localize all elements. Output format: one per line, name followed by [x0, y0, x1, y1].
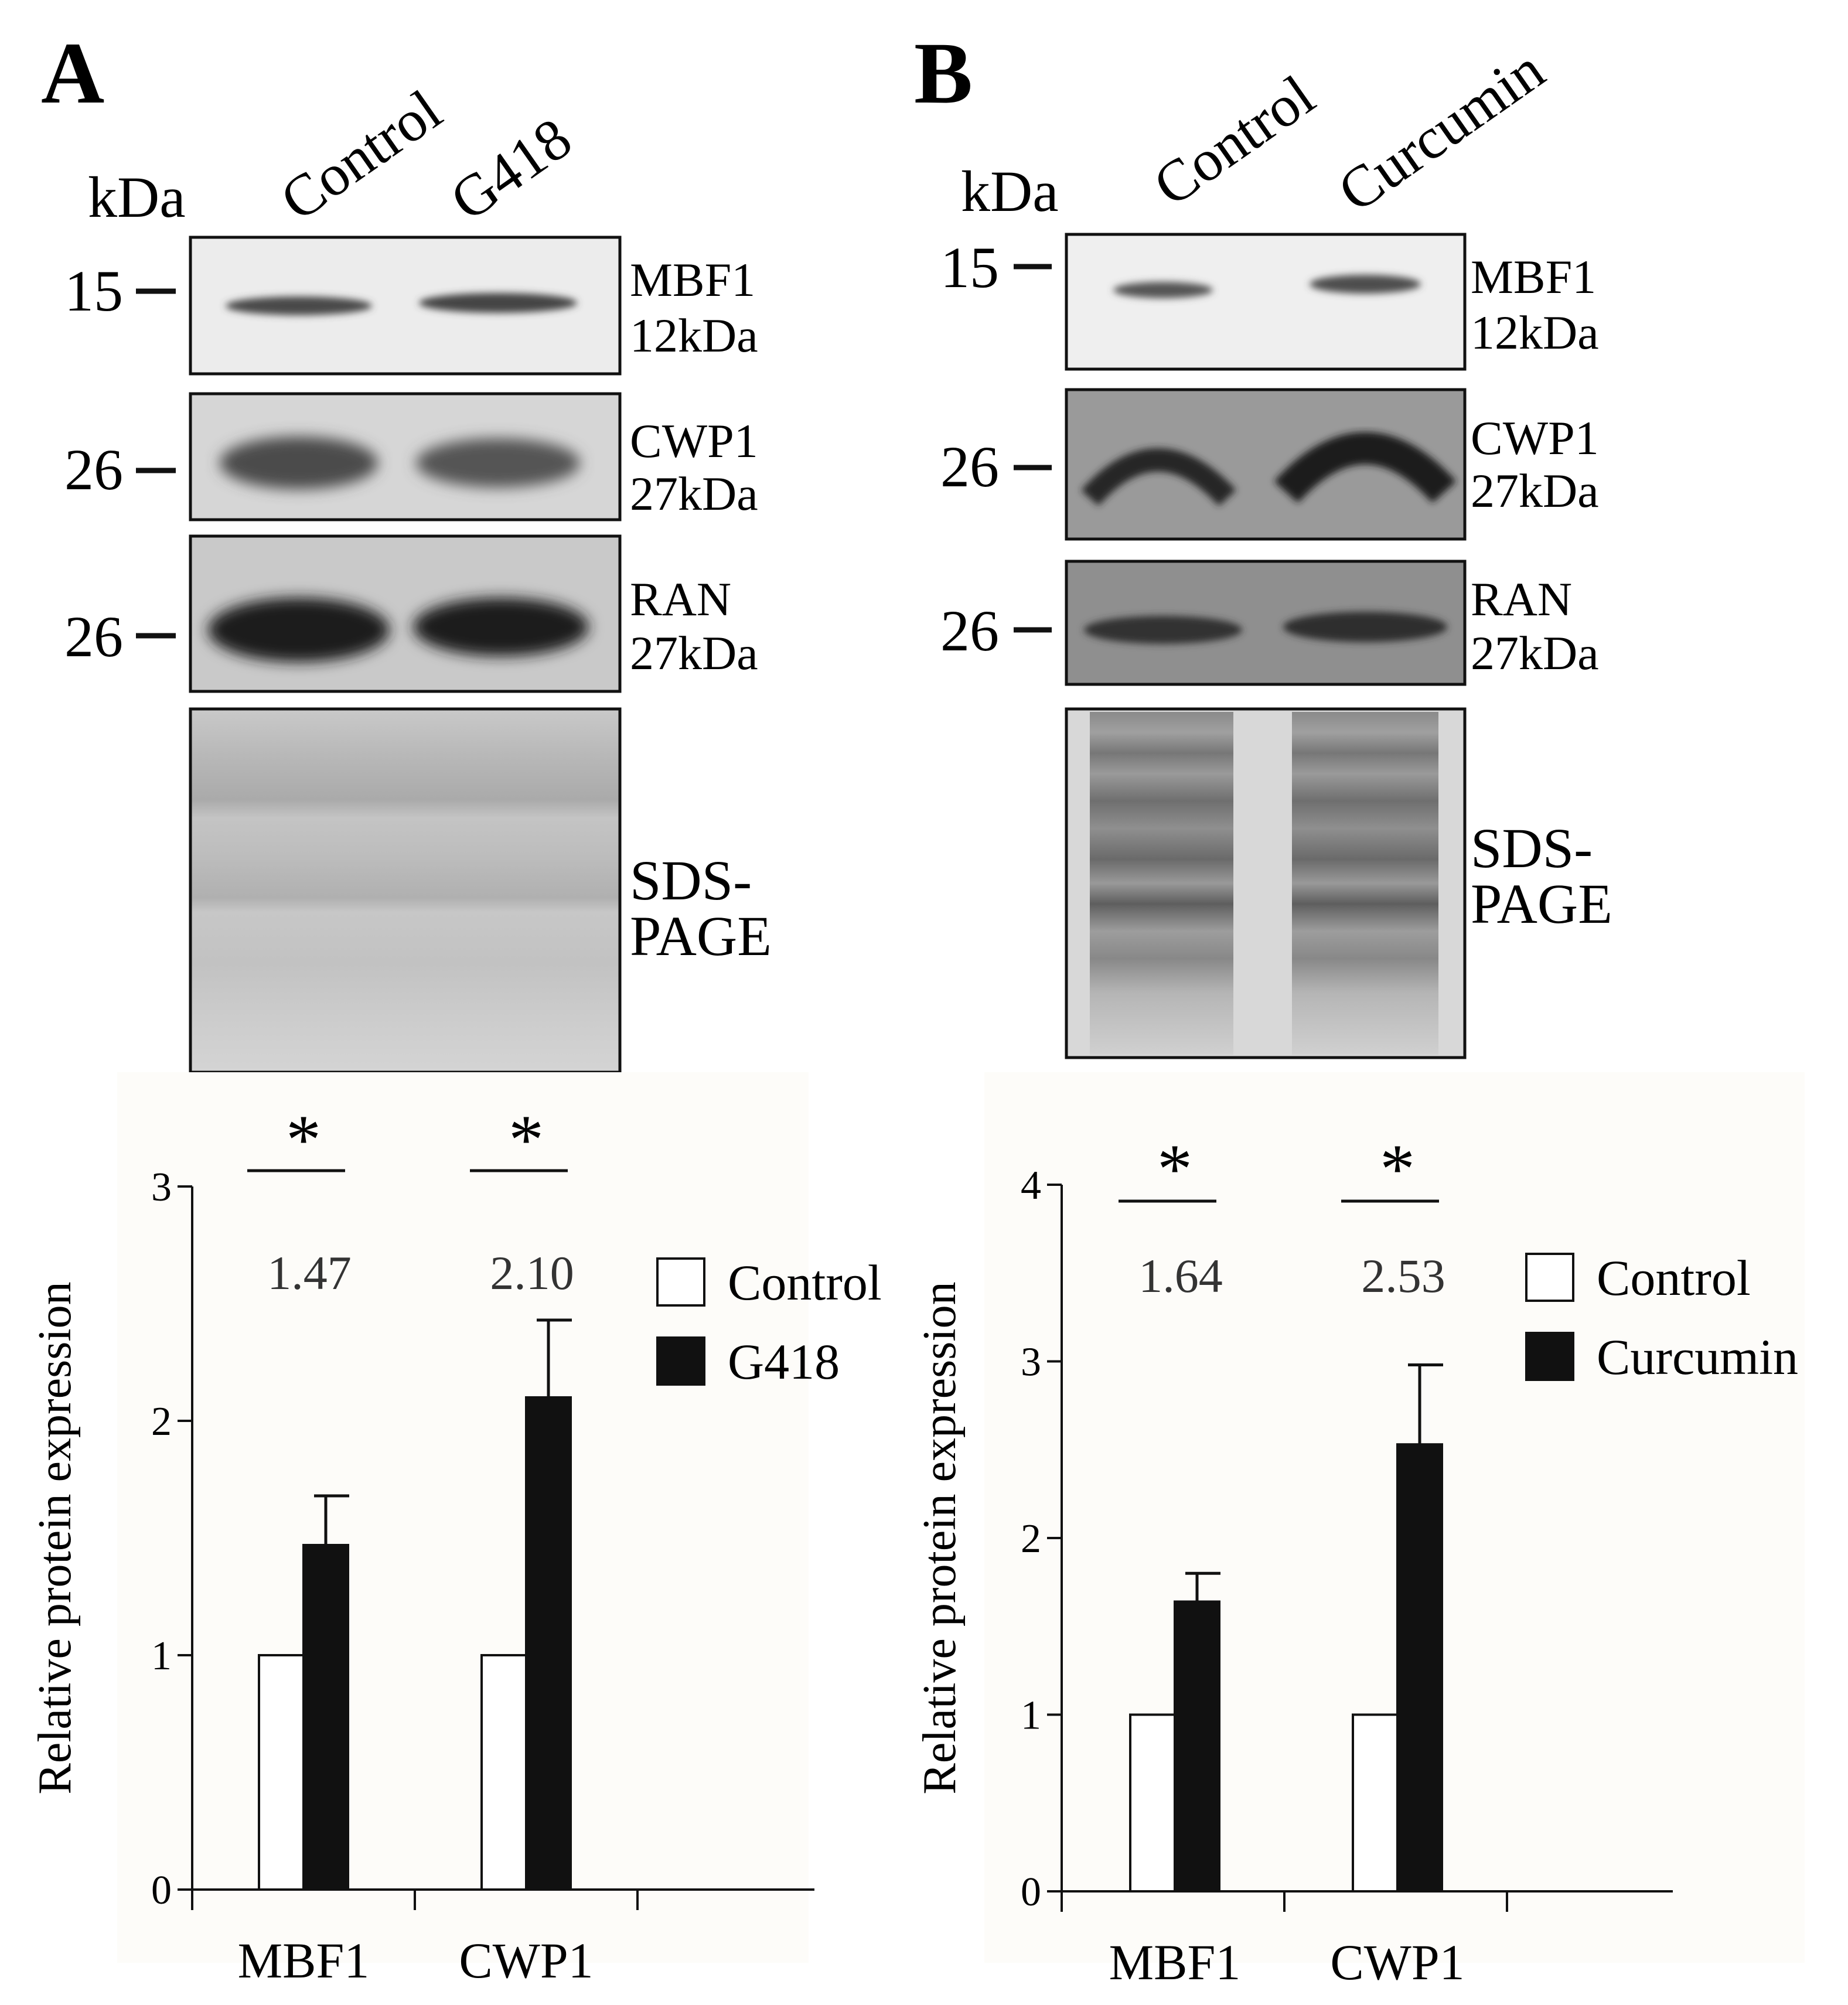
legend-label: Control	[1597, 1250, 1751, 1306]
marker-26: 26	[940, 434, 999, 499]
y-tick-label: 0	[151, 1868, 172, 1913]
y-tick-label: 0	[1021, 1870, 1041, 1915]
band-cwp1-control	[1081, 448, 1236, 506]
panel-a-blots: A kDa Control G418 15 MBF1 12kDa 26 CWP1…	[41, 25, 772, 1074]
panel-b-blots: B kDa Control Curcumin 15 MBF1 12kDa 26 …	[914, 25, 1612, 1059]
y-tick-label: 3	[1021, 1340, 1041, 1385]
band-cwp1-control	[220, 437, 378, 489]
chart-background	[117, 1072, 809, 1963]
band-mbf1-control	[1113, 282, 1213, 298]
blot-label-cwp1: CWP1	[630, 414, 758, 468]
significance-star: *	[1380, 1130, 1415, 1208]
category-label: CWP1	[1330, 1934, 1464, 1990]
blot-size-cwp1: 27kDa	[630, 467, 758, 520]
blot-size-ran: 27kDa	[630, 626, 758, 680]
blot-size-mbf1: 12kDa	[1471, 306, 1599, 359]
panel-b-letter: B	[914, 25, 973, 122]
lane-label-control: Control	[269, 77, 453, 233]
value-label: 1.64	[1138, 1249, 1223, 1302]
blot-label-cwp1: CWP1	[1471, 411, 1599, 465]
blot-size-cwp1: 27kDa	[1471, 464, 1599, 517]
bar-control	[258, 1654, 305, 1891]
bar-treatment	[302, 1544, 349, 1891]
lane-label-curcumin: Curcumin	[1327, 37, 1556, 224]
y-tick-label: 4	[1021, 1163, 1041, 1208]
band-ran-curcumin	[1283, 612, 1447, 642]
band-cwp1-curcumin	[1274, 432, 1457, 503]
marker-26: 26	[940, 598, 999, 663]
legend-label: G418	[728, 1334, 840, 1390]
band-mbf1-curcumin	[1310, 275, 1421, 294]
band-ran-control	[1084, 616, 1242, 644]
significance-star: *	[1157, 1130, 1192, 1208]
value-label: 1.47	[267, 1246, 352, 1300]
category-label: MBF1	[238, 1932, 370, 1989]
band-ran-g418	[413, 598, 589, 656]
y-axis-title: Relative protein expression	[29, 1281, 81, 1794]
bar-chart-a: 0 1 2 3 Relative protein expression MBF1 1.47 *…	[29, 1072, 882, 1989]
kda-label: kDa	[88, 165, 186, 230]
marker-26: 26	[64, 437, 123, 502]
bar-control	[1129, 1713, 1176, 1893]
lane-label-g418: G418	[439, 105, 583, 233]
band-mbf1-g418	[419, 293, 577, 313]
sds-page-label-1: SDS-	[630, 849, 752, 912]
y-axis-title: Relative protein expression	[914, 1281, 966, 1794]
legend-swatch	[656, 1336, 705, 1386]
sds-page-label-1: SDS-	[1471, 817, 1593, 879]
marker-15: 15	[64, 258, 123, 323]
bar-treatment	[525, 1396, 572, 1891]
band-cwp1-g418	[416, 438, 580, 487]
sds-page-lane-curcumin	[1292, 712, 1438, 1055]
significance-star: *	[509, 1100, 544, 1178]
category-label: MBF1	[1109, 1934, 1241, 1990]
category-label: CWP1	[459, 1932, 593, 1989]
value-label: 2.10	[490, 1246, 574, 1300]
blot-size-ran: 27kDa	[1471, 626, 1599, 680]
lane-label-control: Control	[1142, 63, 1326, 219]
kda-label: kDa	[961, 159, 1059, 224]
marker-26: 26	[64, 604, 123, 669]
y-tick-label: 2	[1021, 1516, 1041, 1561]
blot-label-mbf1: MBF1	[630, 253, 755, 306]
legend-swatch	[1525, 1253, 1574, 1302]
bar-control	[480, 1654, 527, 1891]
blot-label-mbf1: MBF1	[1471, 250, 1596, 304]
bar-control	[1352, 1713, 1399, 1893]
blot-size-mbf1: 12kDa	[630, 309, 758, 362]
y-tick-label: 3	[151, 1165, 172, 1210]
legend-label: Curcumin	[1597, 1329, 1798, 1385]
value-label: 2.53	[1361, 1249, 1445, 1302]
blot-label-ran: RAN	[1471, 572, 1572, 626]
significance-star: *	[286, 1100, 321, 1178]
blot-mbf1	[1065, 233, 1467, 371]
blot-label-ran: RAN	[630, 572, 731, 626]
bar-treatment	[1396, 1443, 1443, 1893]
sds-page-label-2: PAGE	[630, 905, 772, 967]
y-tick-label: 1	[1021, 1693, 1041, 1738]
bar-chart-b: 0 1 2 3 4 Relative protein expression MBF1 1.64…	[914, 1072, 1805, 1990]
sds-page-lane-control	[1090, 712, 1233, 1055]
legend-swatch	[656, 1257, 705, 1307]
band-mbf1-control	[226, 296, 372, 315]
legend-swatch	[1525, 1332, 1574, 1381]
panel-a-letter: A	[41, 25, 104, 122]
sds-page-label-2: PAGE	[1471, 872, 1612, 935]
band-ran-control	[208, 598, 390, 662]
y-tick-label: 2	[151, 1399, 172, 1444]
legend-label: Control	[728, 1254, 882, 1311]
marker-15: 15	[940, 235, 999, 300]
bar-treatment	[1174, 1600, 1220, 1893]
sds-page-gel	[189, 707, 622, 1074]
y-tick-label: 1	[151, 1634, 172, 1679]
